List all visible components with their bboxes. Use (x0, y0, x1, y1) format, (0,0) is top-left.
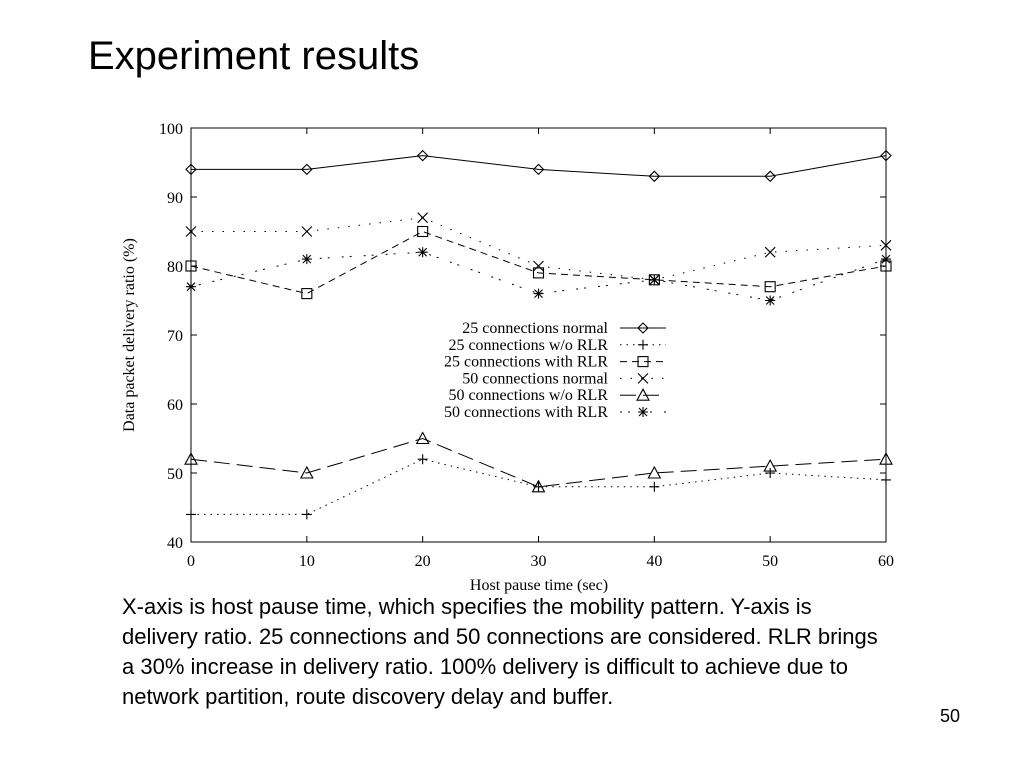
series-line (191, 155, 887, 177)
legend-label: 50 connections normal (462, 370, 608, 387)
y-tick-label: 70 (167, 328, 183, 345)
data-point (185, 260, 197, 272)
x-tick-label: 60 (878, 553, 894, 570)
x-tick-label: 10 (299, 553, 315, 570)
data-point (649, 274, 660, 285)
y-tick-label: 80 (167, 259, 183, 276)
data-point (416, 149, 429, 162)
data-point (417, 247, 428, 258)
y-tick-label: 60 (167, 397, 183, 414)
legend-marker (636, 388, 650, 401)
x-axis-label: Host pause time (sec) (470, 577, 608, 594)
x-tick-label: 40 (646, 553, 662, 570)
line-chart: 40 50 60 70 80 90 100 0 10 20 30 40 50 60 Host pause … (121, 121, 894, 594)
series-line (190, 437, 887, 488)
y-tick-label: 90 (167, 190, 183, 207)
legend-marker (638, 407, 648, 417)
legend-marker (638, 339, 648, 350)
data-point (186, 281, 196, 292)
data-point (532, 267, 545, 279)
series-layer (184, 149, 893, 520)
y-tick-label: 40 (167, 535, 183, 552)
data-point (185, 226, 197, 237)
data-point (880, 149, 892, 162)
data-point (763, 458, 778, 472)
data-point (185, 163, 197, 176)
data-point (647, 465, 662, 479)
data-point (532, 163, 545, 176)
legend-marker (637, 373, 649, 384)
data-point (301, 254, 312, 265)
y-tick-label: 100 (159, 121, 183, 138)
y-axis-label: Data packet delivery ratio (%) (121, 238, 138, 432)
data-point (186, 509, 196, 520)
page-number: 50 (940, 706, 961, 726)
series-line (191, 217, 887, 281)
data-point (881, 474, 891, 485)
data-point (880, 239, 892, 251)
data-point (417, 225, 429, 238)
data-point (764, 281, 776, 293)
series-line (190, 230, 887, 295)
x-tick-label: 50 (762, 553, 778, 570)
data-point (764, 246, 776, 258)
data-point (531, 479, 546, 493)
data-point (649, 481, 660, 492)
data-point (533, 260, 544, 272)
series-5 (184, 431, 893, 493)
data-point (301, 288, 313, 300)
data-point (415, 431, 430, 445)
data-point (301, 226, 313, 237)
slide-caption: X-axis is host pause time, which specifi… (122, 594, 878, 709)
data-point (417, 454, 428, 465)
data-point (648, 170, 661, 183)
legend-label: 50 connections w/o RLR (448, 387, 608, 404)
slide-title: Experiment results (88, 34, 420, 78)
data-point (533, 288, 544, 299)
data-point (879, 452, 893, 465)
axis-ticks: 40 50 60 70 80 90 100 0 10 20 30 40 50 60 (159, 121, 894, 570)
series-3 (185, 225, 892, 300)
data-point (299, 465, 314, 479)
series-6 (186, 247, 891, 306)
data-point (765, 295, 776, 306)
legend-label: 25 connections w/o RLR (448, 337, 608, 354)
legend-label: 25 connections normal (462, 320, 608, 337)
legend-marker (637, 356, 649, 368)
data-point (184, 452, 198, 465)
data-point (764, 170, 776, 183)
y-tick-label: 50 (167, 466, 183, 483)
x-tick-label: 0 (187, 553, 195, 570)
data-point (881, 254, 891, 265)
data-point (417, 212, 429, 224)
data-point (301, 509, 312, 520)
data-point (765, 468, 776, 478)
series-4 (185, 212, 892, 286)
legend-label: 25 connections with RLR (444, 354, 608, 371)
x-tick-label: 30 (531, 553, 547, 570)
data-point (301, 163, 313, 176)
x-tick-label: 20 (415, 553, 431, 570)
series-1 (185, 149, 892, 183)
series-2 (186, 454, 891, 520)
legend-marker (637, 322, 649, 334)
legend-label: 50 connections with RLR (444, 404, 608, 421)
